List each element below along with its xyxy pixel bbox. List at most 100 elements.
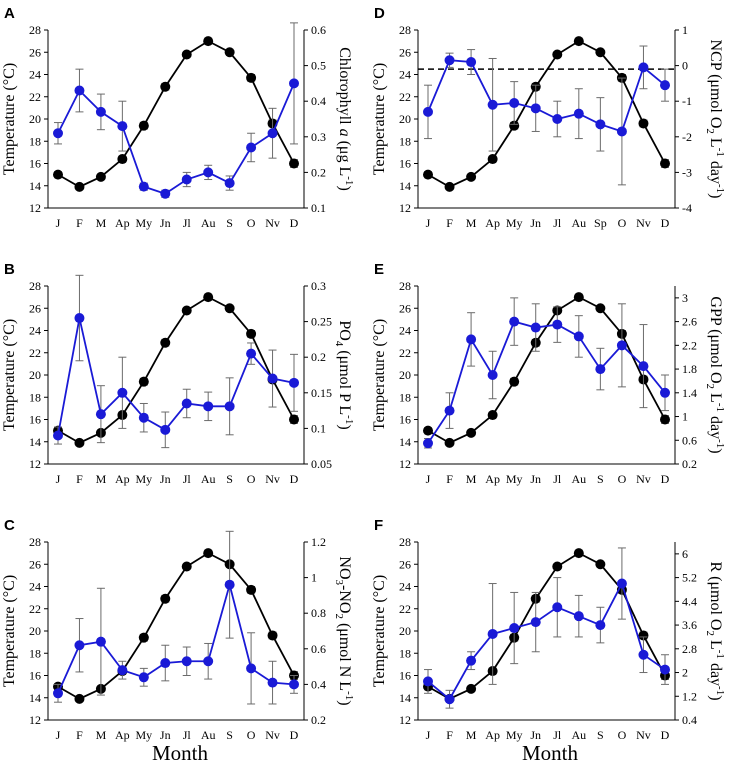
temperature-point	[423, 425, 433, 436]
right-tick-label: 0.6	[311, 23, 326, 37]
panel-label: B	[4, 261, 15, 278]
right-tick-label: -1	[682, 94, 692, 108]
month-tick-label: M	[96, 728, 107, 742]
right-tick-label: -3	[682, 165, 692, 179]
month-tick-label: Au	[201, 472, 216, 486]
left-axis-title: Temperature (°C)	[1, 63, 18, 175]
temperature-series-line	[57, 296, 295, 444]
left-tick-label: 12	[29, 201, 41, 215]
left-tick-label: 22	[29, 90, 41, 104]
variable-point	[616, 578, 627, 589]
left-tick-label: 20	[29, 624, 41, 638]
right-tick-label: 0.4	[682, 713, 697, 727]
temperature-point	[595, 47, 606, 58]
left-tick-label: 18	[29, 134, 41, 148]
temperature-point	[74, 693, 85, 704]
temperature-point	[638, 630, 649, 641]
variable-point	[487, 370, 498, 380]
left-tick-label: 24	[29, 324, 41, 338]
left-tick-label: 14	[399, 691, 411, 705]
variable-point	[423, 106, 433, 117]
variable-point	[509, 97, 520, 108]
variable-point	[595, 364, 606, 375]
left-tick-label: 12	[399, 713, 411, 727]
variable-point	[203, 167, 214, 178]
left-tick-label: 28	[29, 279, 41, 293]
month-tick-label: O	[247, 728, 256, 742]
x-axis-title-left: Month	[152, 741, 209, 765]
month-tick-label: D	[290, 216, 299, 230]
right-tick-label: 0.1	[311, 421, 326, 435]
month-tick-label: J	[426, 216, 431, 230]
month-tick-label: Ap	[115, 728, 130, 742]
variable-point	[74, 313, 85, 324]
left-tick-label: 24	[29, 580, 41, 594]
left-tick-label: 16	[29, 157, 41, 171]
left-tick-label: 14	[29, 691, 41, 705]
left-tick-label: 18	[29, 646, 41, 660]
month-tick-label: O	[247, 216, 256, 230]
left-axis-title: Temperature (°C)	[371, 63, 388, 175]
left-axis-title: Temperature (°C)	[371, 575, 388, 687]
left-axis-title: Temperature (°C)	[371, 319, 388, 431]
variable-point	[138, 412, 149, 423]
month-tick-label: J	[56, 216, 61, 230]
month-tick-label: S	[226, 728, 233, 742]
month-tick-label: Jl	[183, 472, 192, 486]
right-tick-label: 0.4	[311, 94, 326, 108]
variable-series-line	[57, 317, 295, 436]
temperature-point	[573, 292, 584, 303]
temperature-point	[487, 154, 498, 165]
right-tick-label: 2	[682, 666, 688, 680]
variable-point	[530, 103, 541, 114]
month-tick-label: F	[76, 216, 83, 230]
variable-point	[224, 401, 235, 412]
left-tick-label: 18	[399, 134, 411, 148]
variable-point	[638, 62, 649, 73]
right-tick-label: 0.2	[311, 713, 326, 727]
variable-point	[423, 438, 433, 449]
left-tick-label: 18	[399, 390, 411, 404]
left-tick-label: 14	[399, 179, 411, 193]
right-tick-label: 0.05	[311, 457, 332, 471]
right-tick-label: 4.4	[682, 594, 697, 608]
left-tick-label: 24	[399, 580, 411, 594]
left-tick-label: 22	[399, 346, 411, 360]
variable-point	[289, 377, 299, 388]
right-axis-title: GPP (μmol O2 L-1 day-1)	[704, 296, 726, 453]
temperature-point	[203, 36, 214, 47]
month-tick-label: Nv	[265, 728, 280, 742]
chart-panel-c: C 12 14 16 18 20 22 24 26 28 0.2 0.4 0.6 0.8 1 1.2 J F M Ap…	[1, 517, 355, 742]
left-tick-label: 26	[29, 557, 41, 571]
variable-point	[616, 126, 627, 137]
temperature-series-line	[427, 296, 666, 444]
month-tick-label: Nv	[636, 728, 651, 742]
temperature-point	[224, 47, 235, 58]
variable-point	[224, 178, 235, 189]
month-tick-label: F	[446, 216, 453, 230]
month-tick-label: Jn	[530, 472, 541, 486]
left-axis-title: Temperature (°C)	[1, 319, 18, 431]
left-tick-label: 12	[29, 713, 41, 727]
temperature-point	[444, 437, 455, 448]
temperature-point	[203, 548, 214, 559]
left-axis-title: Temperature (°C)	[1, 575, 18, 687]
variable-point	[246, 663, 257, 674]
temperature-point	[573, 36, 584, 47]
month-tick-label: Nv	[636, 216, 651, 230]
left-tick-label: 26	[29, 45, 41, 59]
temperature-point	[509, 376, 520, 387]
left-tick-label: 26	[399, 301, 411, 315]
right-tick-label: 1	[682, 410, 688, 424]
left-tick-label: 14	[399, 435, 411, 449]
temperature-point	[487, 410, 498, 421]
variable-point	[552, 114, 563, 124]
temperature-point	[246, 584, 257, 595]
right-tick-label: 0.2	[311, 350, 326, 364]
right-tick-label: 0.15	[311, 386, 332, 400]
variable-point	[289, 679, 299, 690]
left-tick-label: 20	[399, 112, 411, 126]
temperature-point	[660, 414, 670, 425]
variable-point	[95, 106, 106, 117]
